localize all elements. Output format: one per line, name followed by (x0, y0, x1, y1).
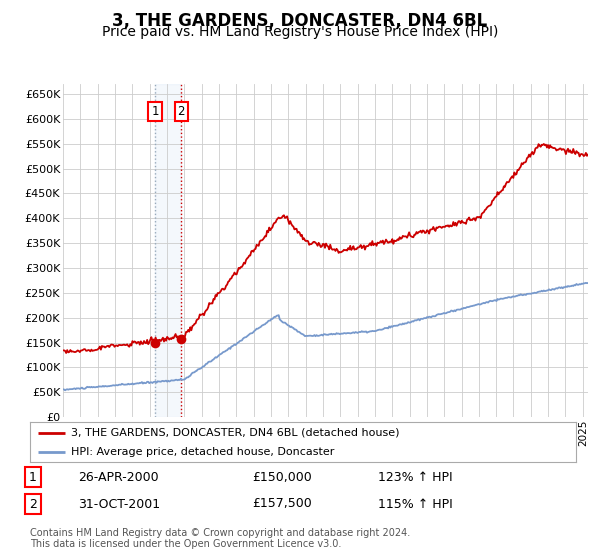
Text: Contains HM Land Registry data © Crown copyright and database right 2024.
This d: Contains HM Land Registry data © Crown c… (30, 528, 410, 549)
Text: 31-OCT-2001: 31-OCT-2001 (78, 497, 160, 511)
Text: 115% ↑ HPI: 115% ↑ HPI (378, 497, 453, 511)
Text: 123% ↑ HPI: 123% ↑ HPI (378, 470, 452, 484)
Text: 2: 2 (29, 497, 37, 511)
Text: £150,000: £150,000 (252, 470, 312, 484)
Text: 3, THE GARDENS, DONCASTER, DN4 6BL (detached house): 3, THE GARDENS, DONCASTER, DN4 6BL (deta… (71, 428, 400, 437)
Text: £157,500: £157,500 (252, 497, 312, 511)
Text: 1: 1 (29, 470, 37, 484)
Bar (155, 84, 181, 417)
Text: 3, THE GARDENS, DONCASTER, DN4 6BL: 3, THE GARDENS, DONCASTER, DN4 6BL (112, 12, 488, 30)
Text: 26-APR-2000: 26-APR-2000 (78, 470, 158, 484)
Text: 2: 2 (178, 105, 185, 118)
Text: 1: 1 (151, 105, 159, 118)
Text: Price paid vs. HM Land Registry's House Price Index (HPI): Price paid vs. HM Land Registry's House … (102, 25, 498, 39)
Text: HPI: Average price, detached house, Doncaster: HPI: Average price, detached house, Donc… (71, 447, 334, 457)
